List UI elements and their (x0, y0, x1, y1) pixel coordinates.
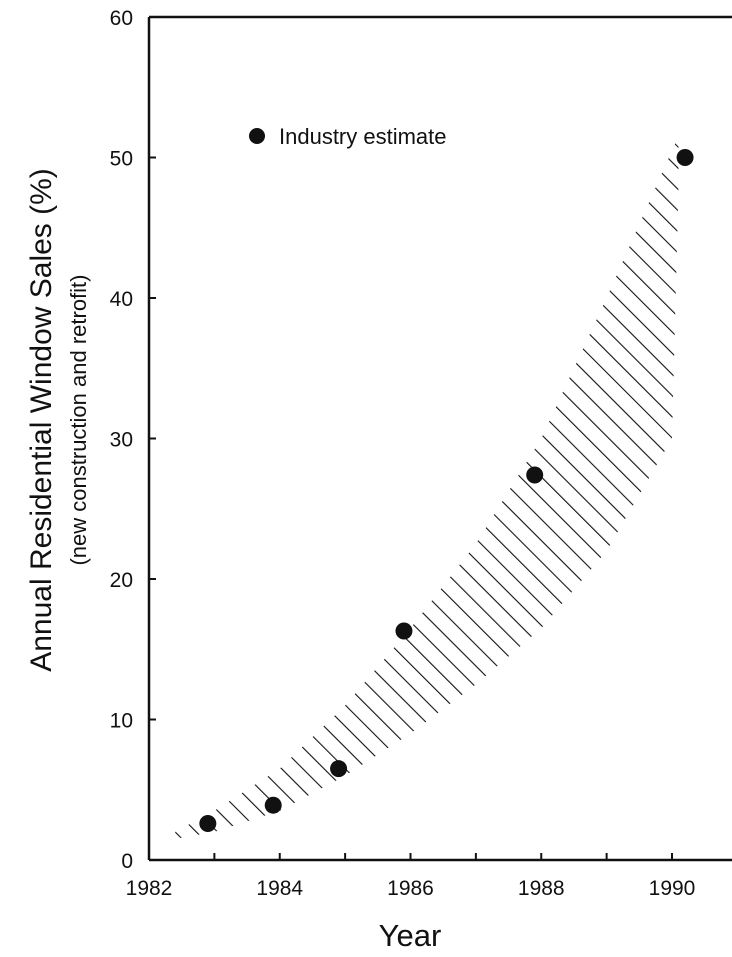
x-tick-label: 1982 (126, 877, 173, 900)
data-point (526, 466, 544, 484)
y-tick-label: 0 (121, 850, 133, 873)
x-tick-label: 1986 (387, 877, 434, 900)
y-axis-title: Annual Residential Window Sales (%) (25, 168, 58, 672)
y-tick-label: 30 (110, 429, 133, 452)
projection-band (175, 136, 679, 839)
data-point (330, 760, 348, 778)
y-tick-label: 40 (110, 288, 133, 311)
y-ticks: 0 10 20 30 40 50 60 (110, 7, 156, 873)
y-tick-label: 50 (110, 148, 133, 171)
legend: Industry estimate (249, 124, 447, 149)
data-point (264, 796, 282, 814)
data-point (395, 622, 413, 640)
legend-marker (249, 128, 265, 144)
x-tick-label: 1988 (518, 877, 565, 900)
projection-band-area (175, 136, 679, 839)
x-axis-title: Year (379, 918, 442, 953)
y-axis-subtitle: (new construction and retrofit) (66, 274, 91, 565)
y-tick-label: 20 (110, 569, 133, 592)
x-ticks: 1982 1984 1986 1988 1990 (126, 853, 696, 900)
y-tick-label: 10 (110, 710, 133, 733)
data-point (199, 814, 217, 832)
data-point (676, 149, 694, 166)
x-tick-label: 1984 (256, 877, 303, 900)
legend-label: Industry estimate (279, 124, 447, 149)
data-points (199, 149, 694, 832)
x-tick-label: 1990 (649, 877, 696, 900)
y-tick-label: 60 (110, 7, 133, 30)
